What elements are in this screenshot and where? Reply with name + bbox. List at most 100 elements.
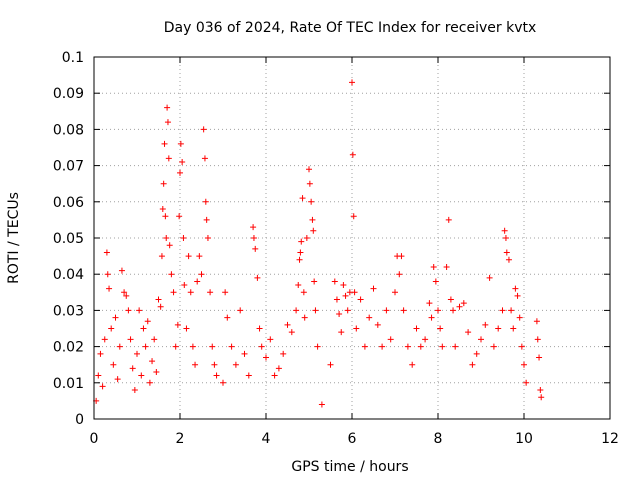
data-point (241, 350, 248, 357)
data-point (398, 253, 405, 260)
data-point (121, 289, 128, 296)
data-point (333, 296, 340, 303)
data-point (185, 253, 192, 260)
data-point (180, 235, 187, 241)
data-point (353, 325, 360, 332)
data-point (490, 343, 497, 350)
data-point (502, 235, 509, 241)
data-point (366, 314, 373, 321)
data-point (342, 292, 349, 299)
data-point (181, 282, 188, 289)
data-point (344, 307, 351, 314)
data-point (97, 350, 104, 357)
data-point (158, 253, 165, 260)
data-point (439, 343, 446, 350)
data-point (166, 242, 173, 249)
x-tick-label: 6 (348, 431, 357, 447)
data-point (209, 343, 216, 350)
data-point (146, 379, 153, 386)
data-point (256, 325, 263, 332)
data-point (379, 343, 386, 350)
y-tick-label: 0.06 (53, 195, 84, 211)
data-point (510, 325, 517, 332)
data-point (189, 343, 196, 350)
data-point (250, 235, 257, 241)
data-point (161, 140, 168, 147)
data-point (533, 318, 540, 325)
data-point (196, 253, 203, 260)
data-point (284, 321, 291, 328)
data-point (116, 343, 123, 350)
data-point (465, 329, 472, 336)
data-point (164, 104, 171, 111)
data-point (198, 271, 205, 278)
data-point (516, 314, 523, 321)
data-point (220, 379, 226, 386)
data-point (280, 350, 287, 357)
data-point (203, 216, 210, 223)
data-point (521, 361, 527, 368)
data-point (118, 267, 125, 274)
data-point (172, 343, 179, 350)
data-point (295, 282, 302, 289)
data-point (505, 256, 512, 263)
data-point (340, 282, 347, 289)
data-point (104, 271, 111, 278)
data-point (187, 289, 194, 296)
x-tick-label: 2 (176, 431, 185, 447)
data-point (518, 343, 525, 350)
data-point (396, 271, 403, 278)
data-point (478, 336, 484, 343)
data-point (523, 379, 530, 386)
data-point (387, 336, 394, 343)
data-point (310, 227, 317, 234)
data-point (495, 325, 502, 332)
data-point (312, 307, 319, 314)
data-point (301, 314, 308, 321)
data-point (300, 289, 307, 296)
data-point (228, 343, 235, 350)
data-point (142, 343, 149, 350)
data-point (486, 274, 493, 281)
data-point (318, 401, 325, 408)
data-point (413, 325, 420, 332)
data-point (314, 343, 321, 350)
data-point (501, 227, 508, 234)
grid-lines (94, 57, 610, 419)
data-point (213, 372, 220, 379)
data-point (306, 180, 313, 187)
data-point (288, 329, 295, 336)
data-point (374, 321, 381, 328)
data-point (298, 238, 305, 245)
data-point (473, 350, 480, 357)
data-point (370, 285, 377, 292)
data-point (144, 318, 151, 325)
data-point (149, 358, 156, 365)
data-point (306, 166, 312, 173)
data-point (192, 361, 199, 368)
data-point (327, 361, 334, 368)
data-point (232, 361, 239, 368)
data-point (162, 213, 169, 220)
data-point (430, 263, 437, 270)
y-axis-label: ROTI / TECUs (6, 192, 22, 284)
data-point (168, 271, 175, 278)
data-point (129, 365, 136, 372)
data-point (176, 213, 183, 220)
data-point (538, 394, 545, 401)
data-point (125, 307, 132, 314)
data-point (296, 256, 303, 263)
data-point (134, 350, 140, 357)
data-point (163, 235, 170, 241)
data-point (331, 278, 338, 285)
data-point (499, 307, 506, 314)
data-point (534, 336, 541, 343)
data-point (409, 361, 416, 368)
data-point (350, 213, 357, 220)
data-point (183, 325, 190, 332)
data-point (263, 354, 269, 361)
data-point (392, 289, 398, 296)
data-point (338, 329, 345, 336)
